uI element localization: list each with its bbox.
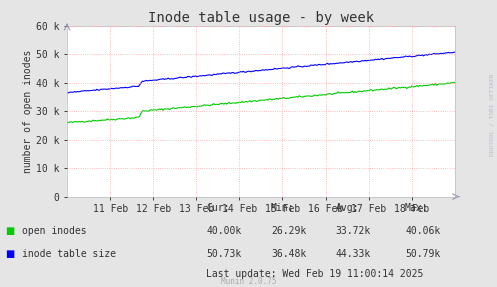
- Text: 44.33k: 44.33k: [335, 249, 371, 259]
- Text: RRDTOOL / TOBI OETIKER: RRDTOOL / TOBI OETIKER: [490, 73, 495, 156]
- Text: Last update: Wed Feb 19 11:00:14 2025: Last update: Wed Feb 19 11:00:14 2025: [206, 269, 423, 279]
- Text: 33.72k: 33.72k: [335, 226, 371, 236]
- Text: 50.73k: 50.73k: [206, 249, 242, 259]
- Title: Inode table usage - by week: Inode table usage - by week: [148, 11, 374, 25]
- Text: Max:: Max:: [405, 203, 428, 213]
- Text: ■: ■: [5, 249, 14, 259]
- Text: Min:: Min:: [271, 203, 294, 213]
- Text: open inodes: open inodes: [22, 226, 87, 236]
- Text: 26.29k: 26.29k: [271, 226, 306, 236]
- Text: Avg:: Avg:: [335, 203, 359, 213]
- Text: ■: ■: [5, 226, 14, 236]
- Y-axis label: number of open inodes: number of open inodes: [23, 50, 33, 173]
- Text: 40.06k: 40.06k: [405, 226, 440, 236]
- Text: 50.79k: 50.79k: [405, 249, 440, 259]
- Text: 36.48k: 36.48k: [271, 249, 306, 259]
- Text: inode table size: inode table size: [22, 249, 116, 259]
- Text: Cur:: Cur:: [206, 203, 230, 213]
- Text: Munin 2.0.75: Munin 2.0.75: [221, 277, 276, 286]
- Text: 40.00k: 40.00k: [206, 226, 242, 236]
